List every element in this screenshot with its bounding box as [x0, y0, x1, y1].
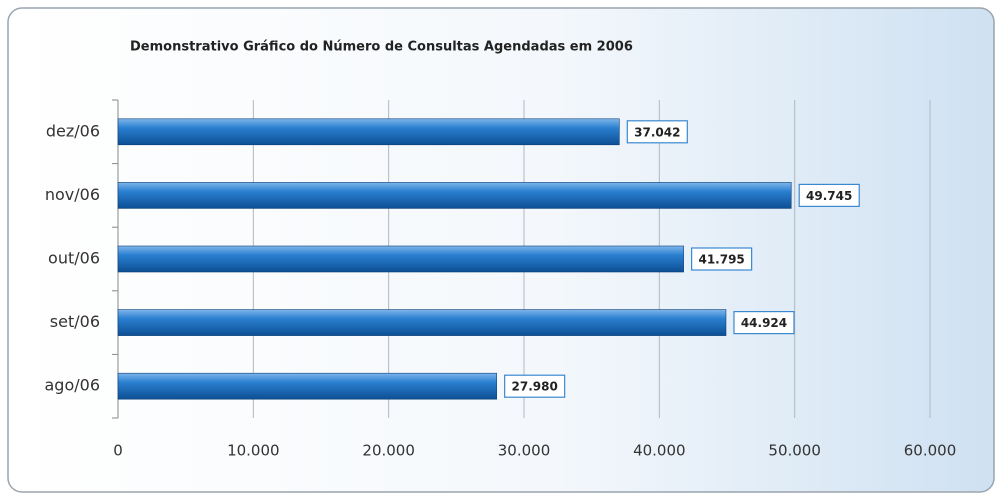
- x-tick-label: 10.000: [227, 442, 280, 460]
- x-tick-label: 50.000: [768, 442, 821, 460]
- x-tick-label: 30.000: [498, 442, 551, 460]
- x-tick-label: 60.000: [904, 442, 957, 460]
- y-tick-label: ago/06: [45, 376, 101, 395]
- y-tick-label: dez/06: [46, 121, 100, 140]
- value-label: 44.924: [741, 316, 787, 330]
- value-label: 37.042: [634, 125, 680, 139]
- x-tick-label: 40.000: [633, 442, 686, 460]
- chart-title: Demonstrativo Gráfico do Número de Consu…: [130, 40, 633, 55]
- value-label: 49.745: [806, 189, 852, 203]
- value-label: 27.980: [512, 380, 558, 394]
- value-label-box: [798, 183, 860, 207]
- bar: [117, 309, 727, 336]
- bar: [117, 372, 497, 400]
- value-label-box: [691, 247, 753, 271]
- bar: [117, 118, 620, 146]
- y-tick-label: set/06: [50, 312, 100, 331]
- bar: [117, 182, 792, 209]
- y-tick-label: nov/06: [45, 185, 100, 204]
- x-tick-label: 20.000: [362, 442, 415, 460]
- value-label-box: [626, 120, 688, 144]
- value-label: 41.795: [698, 253, 744, 267]
- x-tick-label: 0: [113, 442, 123, 460]
- bar: [117, 245, 684, 273]
- value-label-box: [504, 374, 566, 398]
- y-tick-label: out/06: [48, 249, 100, 268]
- value-label-box: [733, 311, 795, 335]
